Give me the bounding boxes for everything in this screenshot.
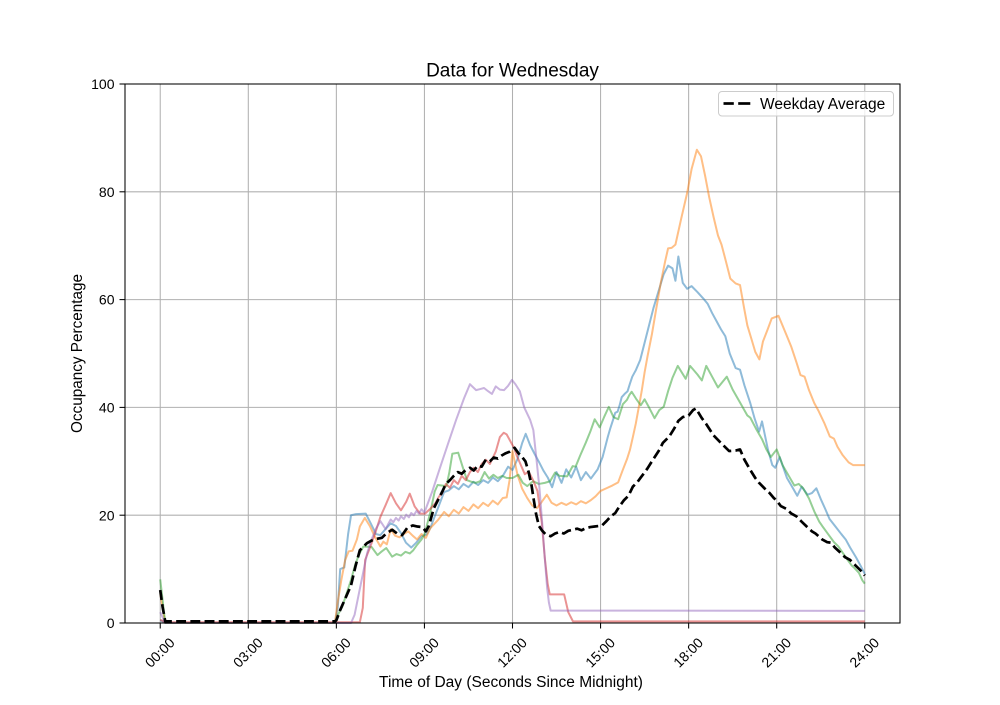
svg-text:20: 20 xyxy=(99,507,115,523)
svg-text:Time of Day (Seconds Since Mid: Time of Day (Seconds Since Midnight) xyxy=(379,674,643,691)
svg-text:Occupancy Percentage: Occupancy Percentage xyxy=(69,274,86,433)
svg-text:60: 60 xyxy=(99,292,115,308)
svg-text:Data for Wednesday: Data for Wednesday xyxy=(426,60,599,81)
svg-text:100: 100 xyxy=(91,76,115,92)
svg-text:80: 80 xyxy=(99,184,115,200)
svg-text:40: 40 xyxy=(99,400,115,416)
svg-text:Weekday Average: Weekday Average xyxy=(760,96,885,113)
svg-text:0: 0 xyxy=(107,615,115,631)
